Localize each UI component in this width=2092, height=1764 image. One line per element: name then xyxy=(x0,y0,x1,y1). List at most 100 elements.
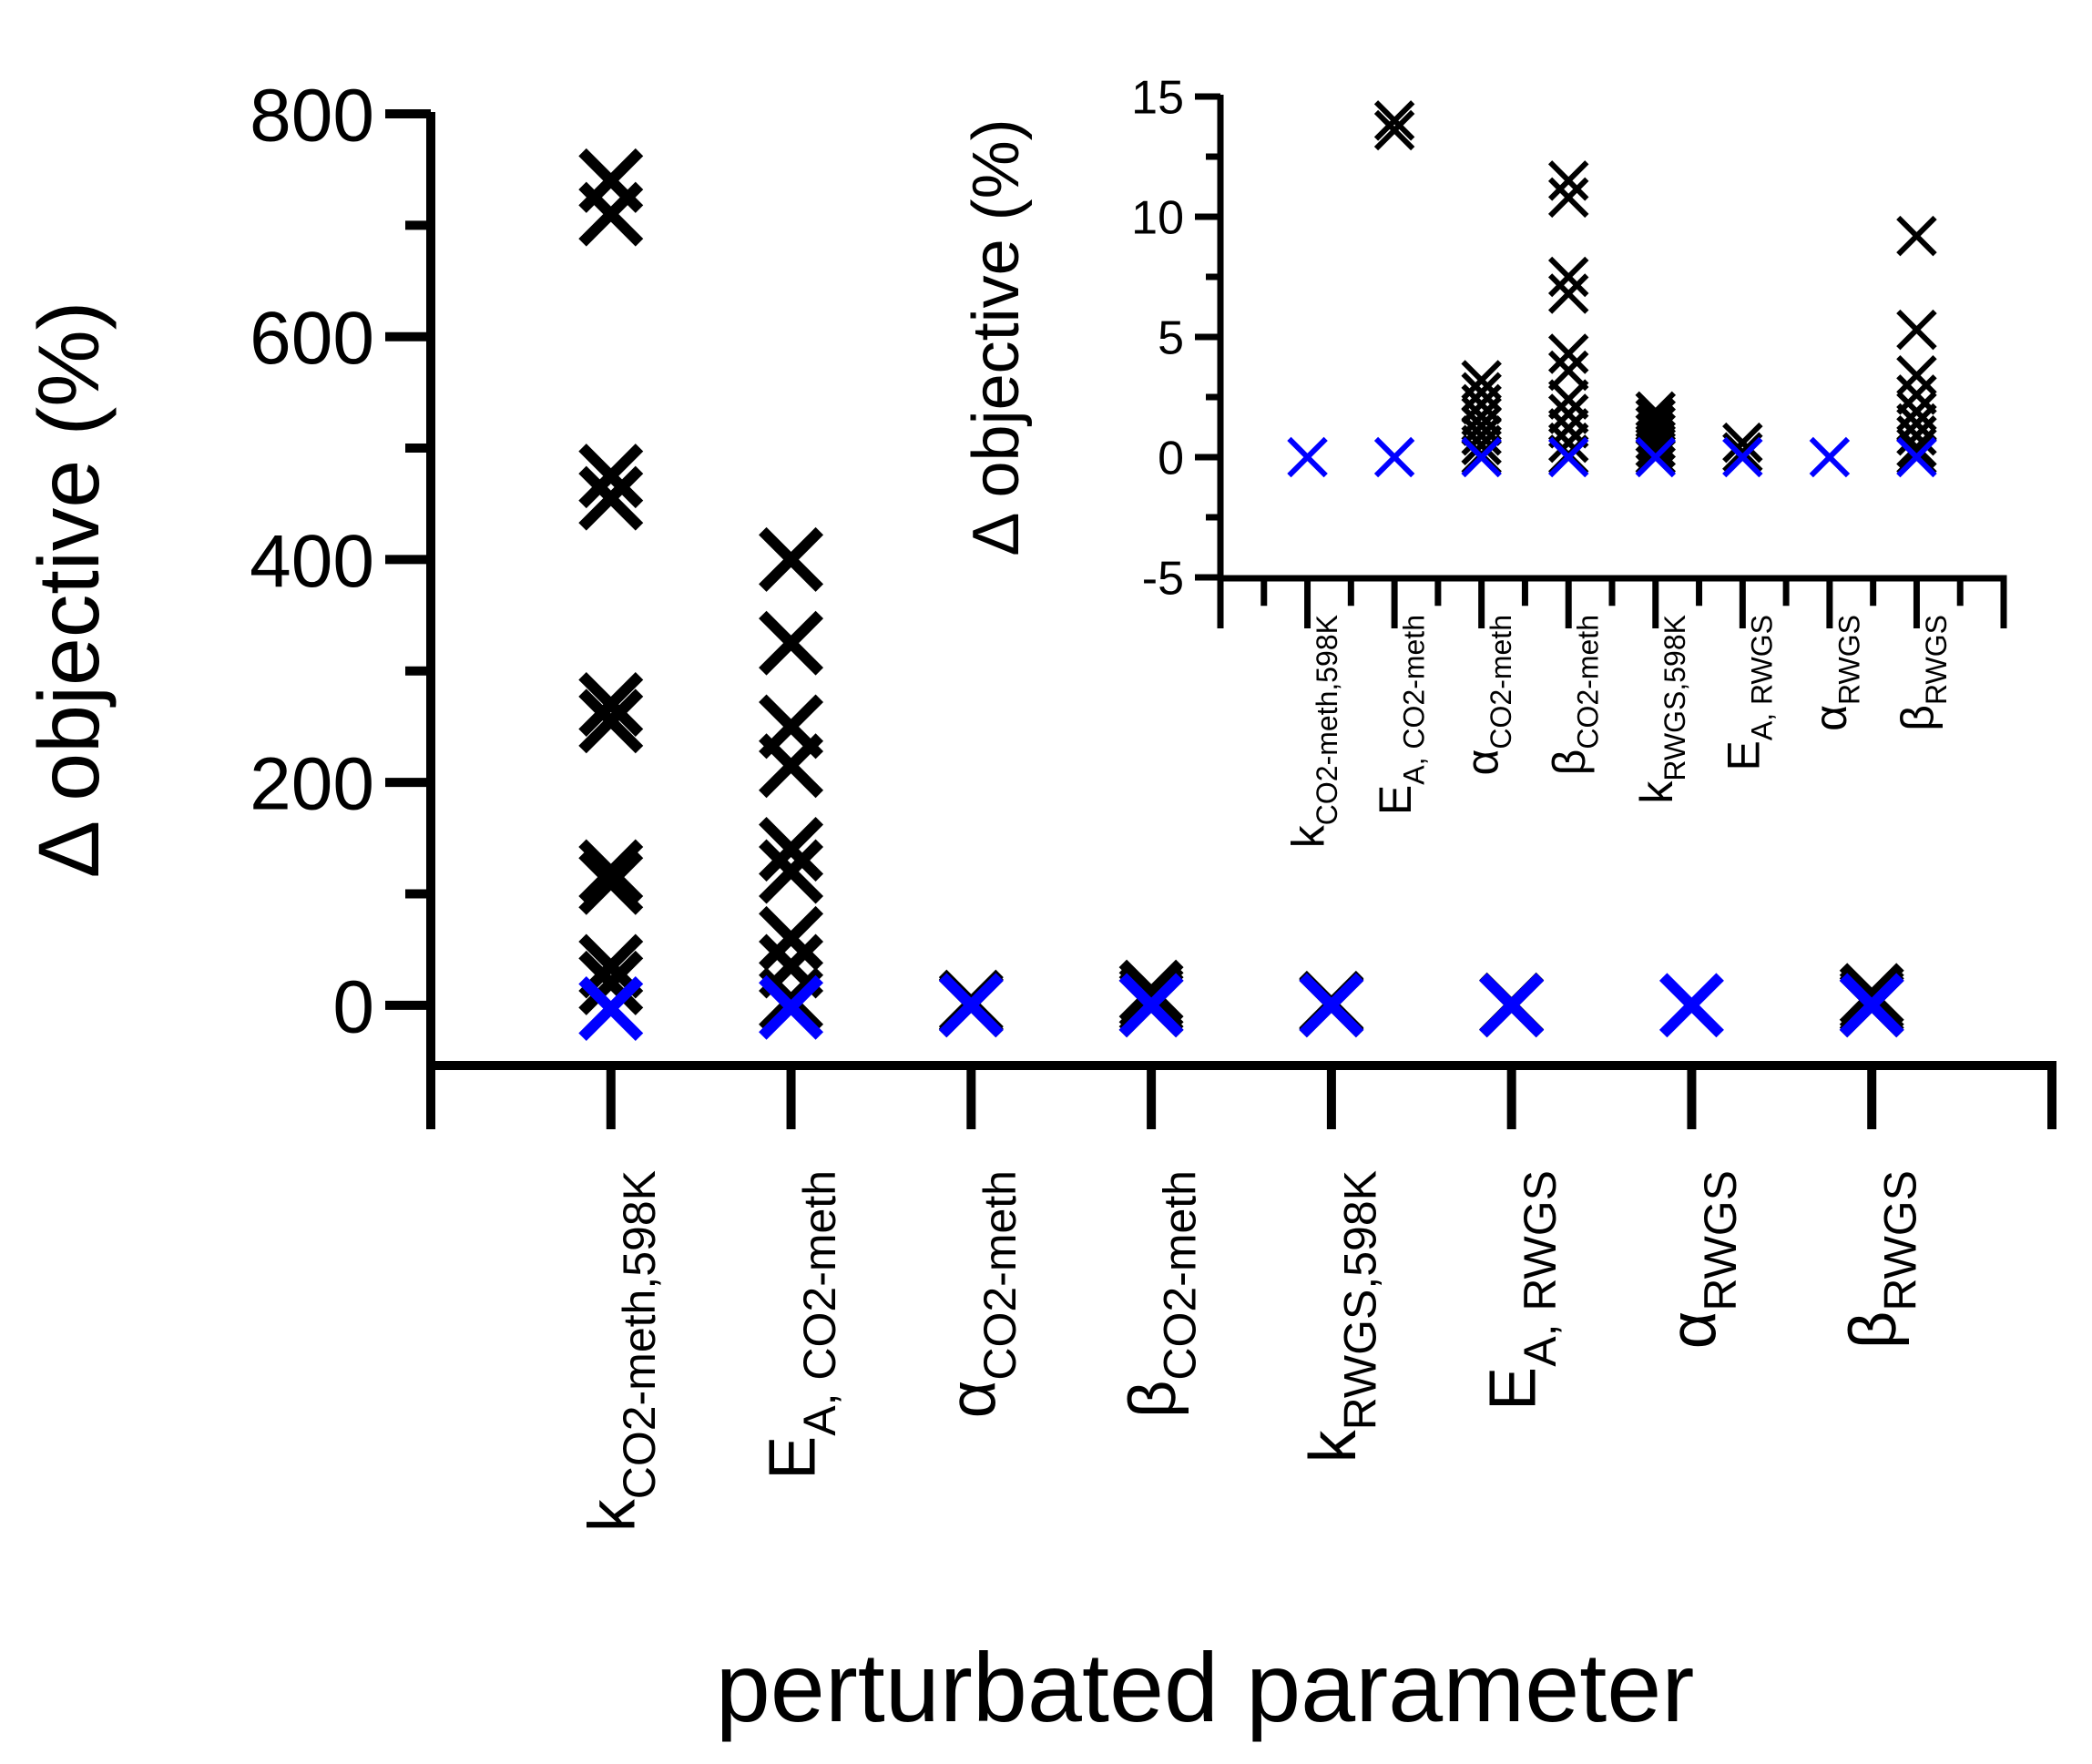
marker-stroke xyxy=(1635,427,1677,468)
marker-stroke xyxy=(1373,436,1415,478)
marker-stroke xyxy=(1299,973,1364,1038)
data-point xyxy=(578,465,644,531)
y-tick-label: 10 xyxy=(1131,192,1184,245)
x-category-label: βCO2-meth xyxy=(1544,615,1604,775)
x-category-label: kRWGS,598K xyxy=(1631,615,1691,804)
category-base: E xyxy=(1718,740,1769,770)
data-point xyxy=(759,610,824,676)
marker-stroke xyxy=(759,733,824,799)
marker-stroke xyxy=(578,465,644,531)
marker-stroke xyxy=(1373,109,1415,151)
category-subscript: A, RWGS xyxy=(1515,1170,1566,1367)
category-base: E xyxy=(1477,1367,1550,1411)
y-tick-label: -5 xyxy=(1142,553,1184,606)
x-category-label: kCO2-meth,598K xyxy=(1283,615,1343,848)
marker-stroke xyxy=(578,444,644,509)
marker-stroke xyxy=(1896,427,1937,468)
data-point xyxy=(578,839,644,904)
category-subscript: CO2-meth xyxy=(1155,1170,1206,1381)
marker-stroke xyxy=(759,526,824,592)
x-category-label: EA, RWGS xyxy=(1718,615,1778,770)
marker-stroke xyxy=(1658,973,1724,1038)
data-point xyxy=(1299,973,1364,1038)
y-tick-label: 5 xyxy=(1158,312,1184,365)
category-base: E xyxy=(756,1436,829,1480)
x-category-label: kCO2-meth,598K xyxy=(577,1170,666,1532)
marker-stroke xyxy=(1896,374,1937,415)
category-subscript: CO2-meth xyxy=(975,1170,1026,1381)
category-base: β xyxy=(1892,705,1943,731)
category-base: β xyxy=(1117,1381,1189,1418)
category-subscript: RWGS xyxy=(1695,1170,1746,1311)
category-subscript: CO2-meth xyxy=(1572,615,1605,749)
category-base: β xyxy=(1837,1311,1910,1349)
data-point xyxy=(1896,427,1937,468)
marker-stroke xyxy=(1547,177,1589,219)
marker-stroke xyxy=(1547,408,1589,449)
marker-stroke xyxy=(1547,393,1589,434)
data-point xyxy=(1479,973,1545,1038)
y-tick-label: 400 xyxy=(250,520,374,603)
marker-stroke xyxy=(1896,309,1937,351)
marker-stroke xyxy=(759,967,824,1033)
data-point xyxy=(1635,420,1677,461)
x-category-label: EA, CO2-meth xyxy=(756,1170,845,1480)
marker-stroke xyxy=(1839,973,1904,1038)
category-subscript: RWGS xyxy=(1920,615,1953,705)
data-point xyxy=(938,973,1004,1038)
category-subscript: RWGS xyxy=(1832,615,1865,705)
x-category-label: EA, CO2-meth xyxy=(1370,615,1430,815)
category-subscript: CO2-meth,598K xyxy=(614,1170,665,1499)
data-point xyxy=(1839,973,1904,1038)
y-tick-label: 0 xyxy=(332,965,374,1048)
data-point xyxy=(759,839,824,904)
y-tick-label: 600 xyxy=(250,297,374,380)
data-point xyxy=(578,976,644,1041)
marker-stroke xyxy=(759,839,824,904)
category-base: k xyxy=(1631,780,1682,804)
data-point xyxy=(1373,100,1415,141)
marker-stroke xyxy=(1547,422,1589,464)
category-subscript: CO2-meth,598K xyxy=(1311,615,1343,825)
category-subscript: CO2-meth xyxy=(1485,615,1517,749)
marker-stroke xyxy=(578,850,644,915)
marker-stroke xyxy=(1635,420,1677,461)
data-point xyxy=(759,974,824,1040)
data-point xyxy=(1547,160,1589,201)
data-point xyxy=(1373,109,1415,151)
data-point xyxy=(578,850,644,915)
data-point xyxy=(759,733,824,799)
x-category-label: αCO2-meth xyxy=(1457,615,1517,776)
data-point xyxy=(1547,256,1589,298)
y-tick-label: 15 xyxy=(1131,72,1184,125)
x-category-label: αRWGS xyxy=(1805,615,1865,731)
marker-stroke xyxy=(1547,379,1589,420)
y-tick-label: 200 xyxy=(250,743,374,826)
category-subscript: A, CO2-meth xyxy=(1398,615,1431,785)
marker-stroke xyxy=(759,974,824,1040)
marker-stroke xyxy=(759,817,824,882)
marker-stroke xyxy=(1547,256,1589,298)
data-point xyxy=(1896,374,1937,415)
data-point xyxy=(1896,215,1937,257)
x-category-label: βRWGS xyxy=(1892,615,1952,731)
data-point xyxy=(1547,273,1589,314)
data-point xyxy=(1373,436,1415,478)
category-base: k xyxy=(1283,824,1334,848)
marker-stroke xyxy=(578,933,644,999)
data-point xyxy=(1658,973,1724,1038)
x-category-label: kRWGS,598K xyxy=(1297,1170,1386,1463)
category-base: α xyxy=(1805,705,1856,731)
category-subscript: RWGS,598K xyxy=(1658,615,1691,781)
marker-stroke xyxy=(1547,273,1589,314)
marker-stroke xyxy=(1373,100,1415,141)
data-point xyxy=(1547,379,1589,420)
marker-stroke xyxy=(1287,436,1328,478)
marker-stroke xyxy=(1722,432,1763,473)
x-axis-label: perturbated parameter xyxy=(716,1632,1695,1742)
marker-stroke xyxy=(1118,973,1184,1038)
marker-stroke xyxy=(1896,215,1937,257)
category-base: α xyxy=(936,1381,1009,1419)
